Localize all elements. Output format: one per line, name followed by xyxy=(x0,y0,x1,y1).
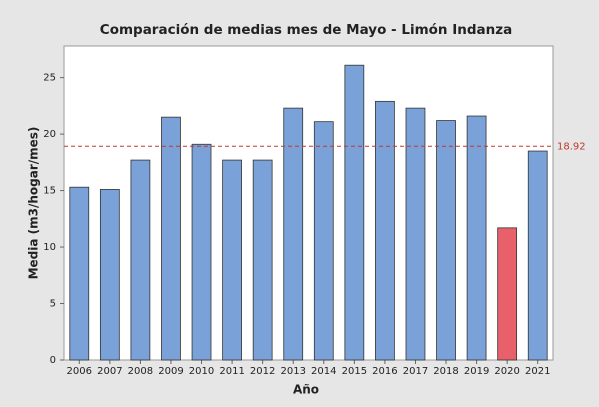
x-tick-label: 2006 xyxy=(67,366,92,377)
x-tick-label: 2009 xyxy=(158,366,183,377)
y-tick-label: 20 xyxy=(43,129,56,140)
reference-label: 18.92 xyxy=(557,141,586,152)
bar xyxy=(497,227,518,361)
x-tick-label: 2011 xyxy=(219,366,244,377)
y-tick-label: 5 xyxy=(50,299,56,310)
x-tick-label: 2020 xyxy=(494,366,519,377)
bar xyxy=(344,64,365,361)
bar xyxy=(283,107,304,361)
y-tick-label: 0 xyxy=(50,355,56,366)
bar xyxy=(161,116,181,361)
bar xyxy=(99,189,120,361)
y-tick-label: 25 xyxy=(43,73,56,84)
x-tick-label: 2013 xyxy=(280,366,305,377)
x-axis-label: Año xyxy=(293,383,319,397)
x-tick-label: 2012 xyxy=(250,366,275,377)
bar xyxy=(313,121,334,361)
x-tick-label: 2015 xyxy=(342,366,367,377)
bar xyxy=(191,143,212,361)
x-tick-label: 2021 xyxy=(525,366,550,377)
bar xyxy=(222,159,242,361)
x-tick-label: 2017 xyxy=(403,366,428,377)
bar xyxy=(527,150,548,361)
bar xyxy=(405,107,426,361)
x-tick-label: 2007 xyxy=(97,366,122,377)
bar xyxy=(130,159,151,361)
x-tick-label: 2008 xyxy=(128,366,153,377)
bar xyxy=(436,120,456,361)
bar xyxy=(69,186,90,361)
bar xyxy=(252,159,273,361)
y-tick-label: 15 xyxy=(43,186,56,197)
bar xyxy=(375,100,395,361)
bar xyxy=(466,115,487,361)
x-tick-label: 2016 xyxy=(372,366,397,377)
x-tick-label: 2019 xyxy=(464,366,489,377)
x-tick-label: 2018 xyxy=(433,366,458,377)
y-tick-label: 10 xyxy=(43,242,56,253)
x-tick-label: 2010 xyxy=(189,366,214,377)
x-tick-label: 2014 xyxy=(311,366,336,377)
y-axis-label: Media (m3/hogar/mes) xyxy=(27,127,41,280)
chart-title: Comparación de medias mes de Mayo - Limó… xyxy=(100,22,512,38)
